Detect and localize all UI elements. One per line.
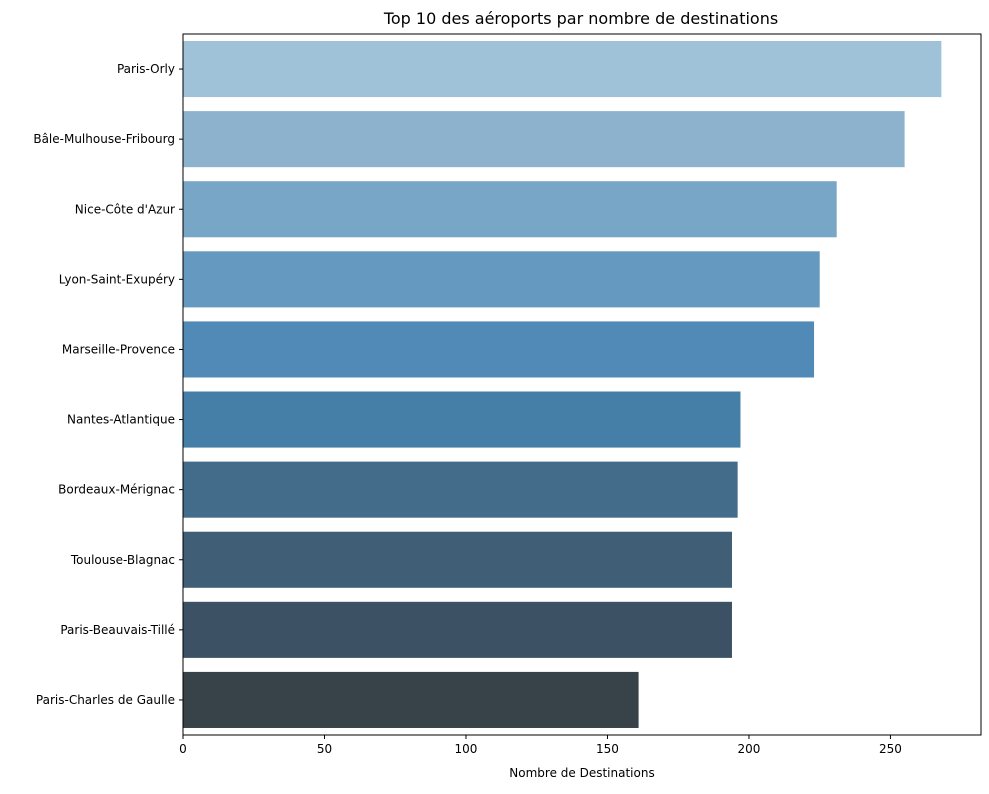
y-tick-label: Toulouse-Blagnac — [70, 553, 175, 567]
x-tick-label: 150 — [596, 742, 619, 756]
chart-title: Top 10 des aéroports par nombre de desti… — [383, 9, 778, 28]
y-tick-label: Paris-Beauvais-Tillé — [60, 623, 175, 637]
x-axis-ticks: 0 50 100 150 200 250 — [179, 735, 902, 756]
bar — [183, 111, 905, 168]
bar — [183, 531, 732, 588]
y-axis-ticks: Paris-Orly Bâle-Mulhouse-Fribourg Nice-Côt… — [33, 62, 183, 707]
y-tick-label: Bâle-Mulhouse-Fribourg — [33, 132, 175, 146]
y-tick-label: Nantes-Atlantique — [67, 413, 175, 427]
x-tick-label: 50 — [317, 742, 332, 756]
bar — [183, 461, 738, 518]
y-tick-label: Paris-Charles de Gaulle — [36, 693, 175, 707]
bar — [183, 671, 639, 728]
x-tick-label: 250 — [879, 742, 902, 756]
y-tick-label: Bordeaux-Mérignac — [58, 483, 175, 497]
y-tick-label: Paris-Orly — [117, 62, 175, 76]
bar — [183, 321, 815, 378]
bar — [183, 251, 820, 308]
x-axis-label: Nombre de Destinations — [509, 766, 654, 780]
bar — [183, 41, 942, 98]
bars-layer — [183, 41, 942, 728]
x-tick-label: 0 — [179, 742, 187, 756]
y-tick-label: Marseille-Provence — [62, 342, 175, 356]
bar — [183, 601, 732, 658]
bar — [183, 391, 741, 448]
y-tick-label: Nice-Côte d'Azur — [75, 202, 175, 216]
x-tick-label: 100 — [455, 742, 478, 756]
bar — [183, 181, 837, 238]
y-tick-label: Lyon-Saint-Exupéry — [59, 272, 175, 286]
x-tick-label: 200 — [738, 742, 761, 756]
plot-frame — [182, 33, 982, 736]
